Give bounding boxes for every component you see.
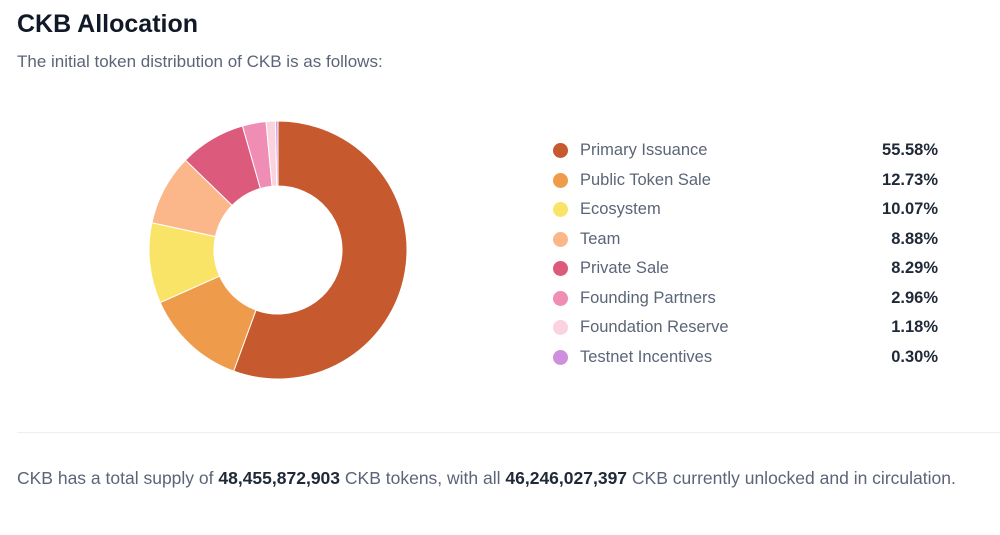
page-title: CKB Allocation <box>17 10 199 38</box>
legend-value: 12.73% <box>882 170 938 189</box>
legend-label: Foundation Reserve <box>580 318 729 337</box>
donut-slice[interactable] <box>275 120 279 187</box>
legend-item[interactable]: Ecosystem 10.07% <box>553 195 938 225</box>
legend-item[interactable]: Testnet Incentives 0.30% <box>553 343 938 373</box>
summary-text: CKB has a total supply of <box>17 468 219 488</box>
legend-value: 10.07% <box>882 200 938 219</box>
legend-swatch <box>553 231 568 247</box>
legend-swatch <box>553 202 568 218</box>
legend-item[interactable]: Team 8.88% <box>553 225 938 255</box>
legend-item[interactable]: Primary Issuance 55.58% <box>553 136 938 166</box>
circulating-supply-value: 46,246,027,397 <box>505 468 628 488</box>
page-subtitle: The initial token distribution of CKB is… <box>17 52 383 71</box>
divider <box>17 432 1000 433</box>
total-supply-value: 48,455,872,903 <box>218 468 341 488</box>
legend-swatch <box>553 261 568 277</box>
legend-swatch <box>553 143 568 159</box>
legend-label: Ecosystem <box>580 200 661 219</box>
legend-item[interactable]: Public Token Sale 12.73% <box>553 166 938 196</box>
summary-text: CKB currently unlocked and in circulatio… <box>627 468 956 488</box>
legend-label: Public Token Sale <box>580 170 711 189</box>
legend-value: 0.30% <box>891 347 938 366</box>
legend-item[interactable]: Founding Partners 2.96% <box>553 284 938 314</box>
legend-value: 1.18% <box>891 318 938 337</box>
donut-slice[interactable] <box>233 120 408 380</box>
legend-value: 55.58% <box>882 141 938 160</box>
legend-swatch <box>553 172 568 188</box>
legend-swatch <box>553 320 568 336</box>
legend-value: 8.29% <box>891 259 938 278</box>
legend-label: Founding Partners <box>580 288 716 307</box>
legend-value: 8.88% <box>891 229 938 248</box>
legend-label: Primary Issuance <box>580 141 708 160</box>
legend-label: Private Sale <box>580 259 669 278</box>
legend-item[interactable]: Private Sale 8.29% <box>553 254 938 284</box>
legend-label: Team <box>580 229 621 248</box>
legend-swatch <box>553 349 568 365</box>
summary-text: CKB tokens, with all <box>340 468 506 488</box>
supply-summary: CKB has a total supply of 48,455,872,903… <box>17 465 977 491</box>
donut-chart <box>148 120 408 380</box>
legend-item[interactable]: Foundation Reserve 1.18% <box>553 313 938 343</box>
legend-value: 2.96% <box>891 288 938 307</box>
chart-legend: Primary Issuance 55.58% Public Token Sale 1… <box>553 136 938 372</box>
legend-label: Testnet Incentives <box>580 347 713 366</box>
legend-swatch <box>553 290 568 306</box>
